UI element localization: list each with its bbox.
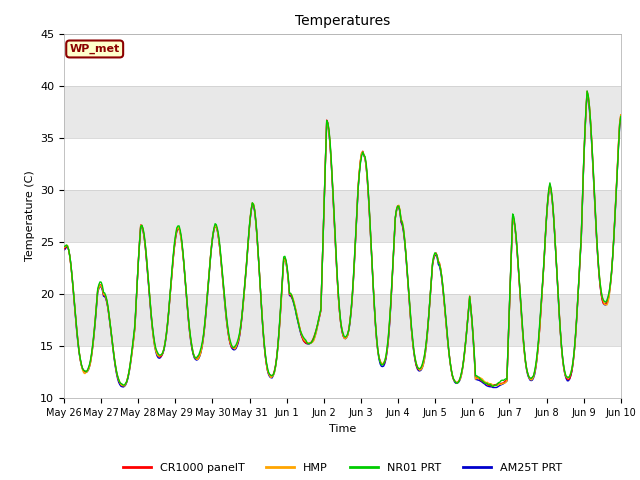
Bar (64, 190, 621, 242)
Text: WP_met: WP_met (70, 44, 120, 54)
Bar (64, 294, 621, 346)
Title: Temperatures: Temperatures (295, 14, 390, 28)
Legend: CR1000 panelT, HMP, NR01 PRT, AM25T PRT: CR1000 panelT, HMP, NR01 PRT, AM25T PRT (118, 459, 566, 478)
X-axis label: Time: Time (329, 424, 356, 433)
Bar (64, 86, 621, 138)
Y-axis label: Temperature (C): Temperature (C) (24, 170, 35, 262)
